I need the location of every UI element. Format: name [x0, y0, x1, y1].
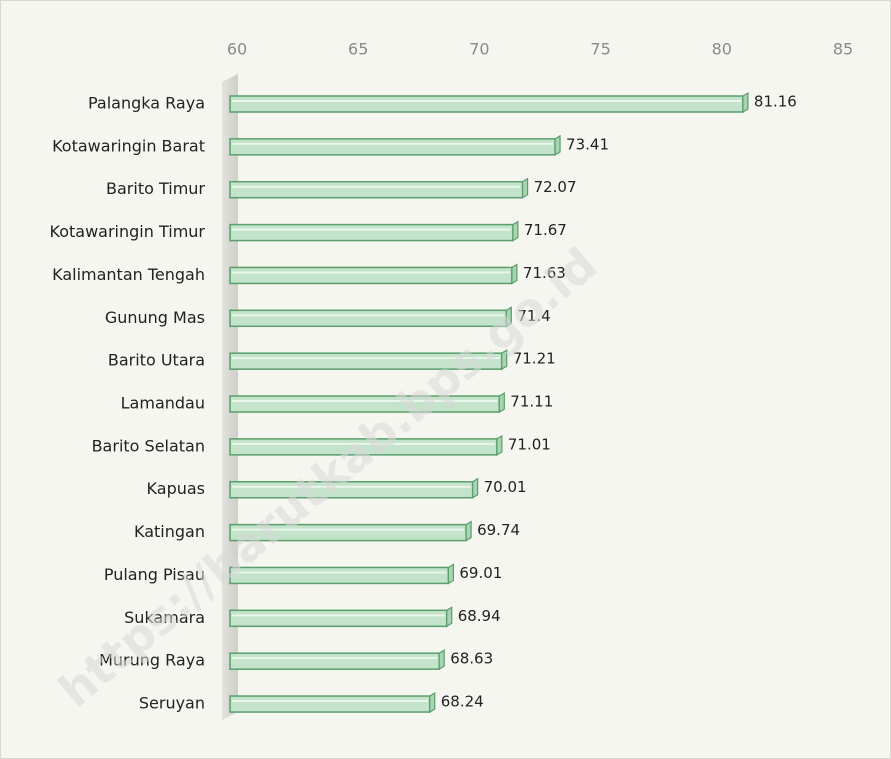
bar: [229, 223, 514, 242]
value-label: 69.74: [477, 521, 520, 539]
y-tick-label: Lamandau: [121, 394, 205, 413]
value-label: 71.11: [510, 393, 553, 411]
x-tick-label: 65: [348, 40, 368, 59]
bar: [229, 566, 450, 585]
value-label: 69.01: [459, 564, 502, 582]
value-label: 68.94: [458, 607, 501, 625]
bar: [229, 138, 556, 156]
value-label: 71.01: [508, 435, 551, 453]
value-label: 72.07: [534, 178, 577, 196]
y-tick-label: Palangka Raya: [88, 94, 205, 113]
y-tick-label: Kapuas: [147, 479, 205, 498]
y-tick-label: Gunung Mas: [105, 308, 205, 327]
value-label: 70.01: [484, 478, 527, 496]
x-tick-label: 75: [590, 40, 610, 59]
bar: [229, 95, 744, 113]
value-label: 71.4: [517, 307, 550, 325]
x-tick-label: 80: [712, 40, 732, 59]
bar-cap: [511, 263, 518, 285]
bar-cap: [496, 434, 503, 456]
bar-cap: [498, 391, 505, 414]
y-tick-label: Barito Utara: [108, 351, 205, 370]
value-label: 71.21: [513, 350, 556, 368]
bar-cap: [446, 606, 453, 628]
bar-cap: [501, 349, 508, 371]
x-tick-label: 60: [227, 40, 247, 59]
bar: [229, 266, 513, 285]
bar-cap: [554, 134, 561, 156]
bar-cap: [512, 220, 519, 242]
bar: [229, 652, 440, 670]
bar-cap: [742, 91, 749, 114]
bar-cap: [505, 306, 512, 328]
bar: [229, 309, 508, 328]
bar: [229, 695, 431, 713]
bar: [229, 180, 524, 199]
y-tick-label: Katingan: [134, 522, 205, 541]
value-label: 68.63: [450, 650, 493, 668]
bar-cap: [447, 563, 455, 585]
y-tick-label: Seruyan: [139, 694, 205, 713]
value-label: 81.16: [754, 93, 797, 111]
y-tick-label: Barito Selatan: [92, 436, 205, 455]
y-tick-label: Pulang Pisau: [104, 565, 205, 584]
value-label: 71.67: [524, 221, 567, 239]
y-tick-label: Kotawaringin Barat: [52, 136, 205, 155]
y-tick-label: Sukamara: [124, 608, 205, 627]
bar-cap: [438, 649, 445, 671]
value-label: 68.24: [441, 693, 484, 711]
y-tick-label: Kotawaringin Timur: [50, 222, 206, 241]
bar-cap: [429, 691, 436, 714]
y-tick-label: Murung Raya: [99, 651, 205, 670]
x-tick-label: 70: [469, 40, 489, 59]
value-label: 71.63: [523, 264, 566, 282]
y-tick-label: Kalimantan Tengah: [52, 265, 205, 284]
bar-cap: [472, 477, 479, 499]
value-label: 73.41: [566, 135, 609, 153]
bar-cap: [521, 177, 529, 199]
bar-cap: [465, 520, 472, 542]
x-tick-label: 85: [833, 40, 853, 59]
y-tick-label: Barito Timur: [106, 179, 205, 198]
bar: [229, 609, 448, 628]
